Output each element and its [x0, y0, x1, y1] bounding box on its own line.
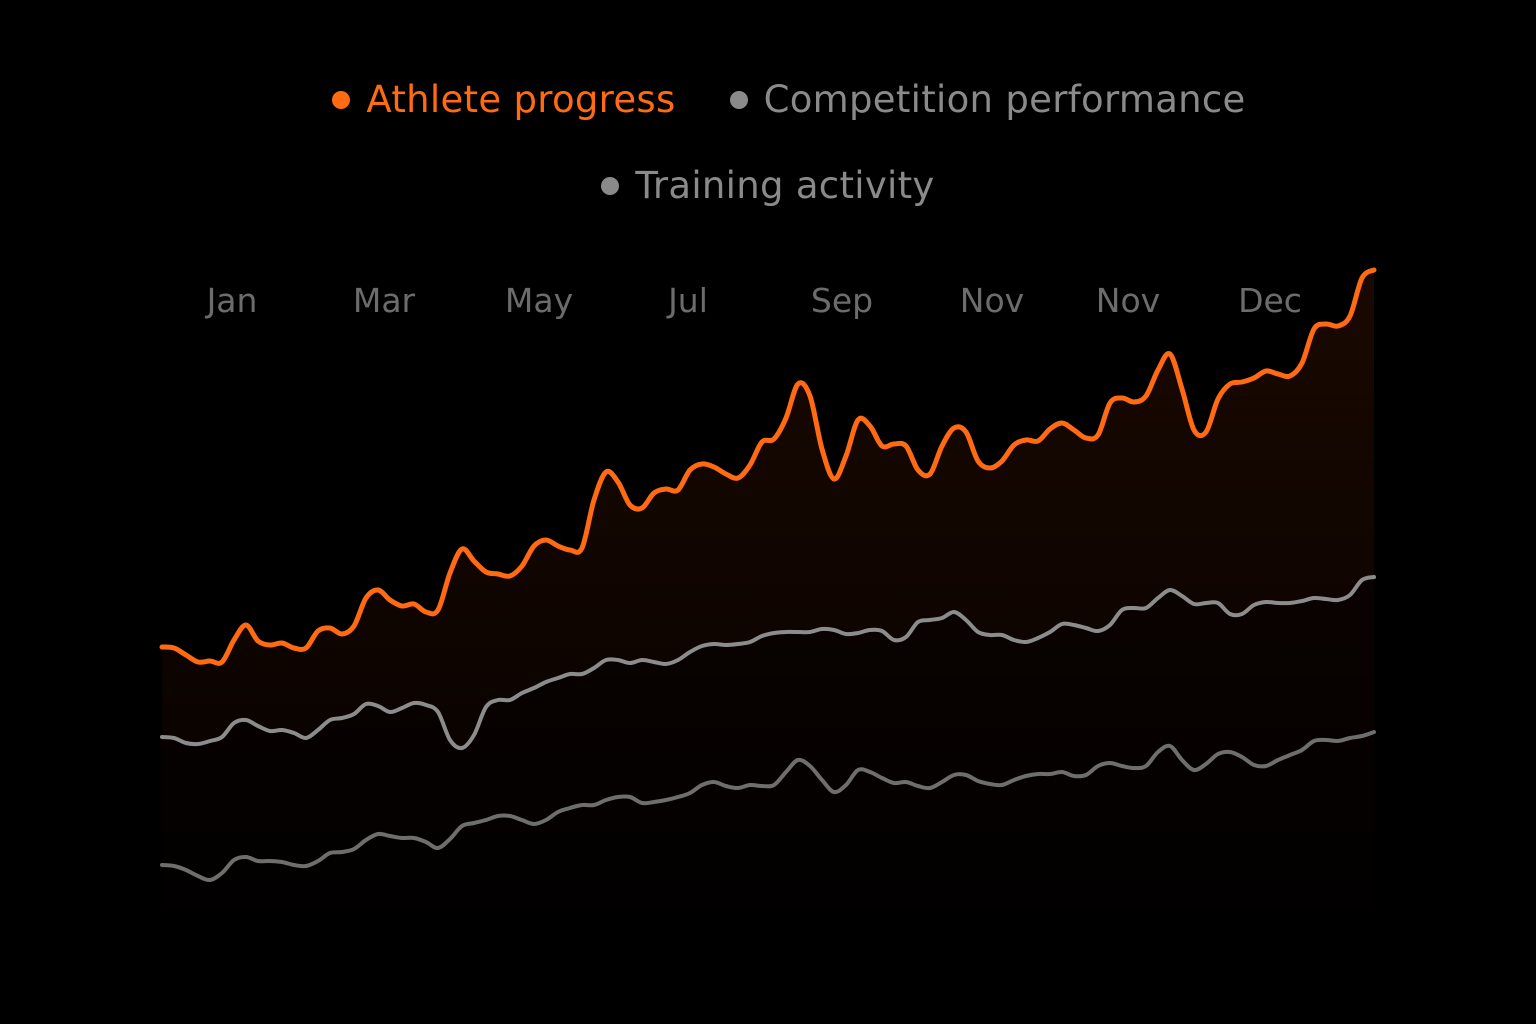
month-tick-label: Jul: [666, 281, 708, 320]
dot-icon: [332, 91, 351, 109]
legend-item-competition-performance[interactable]: Competition performance: [729, 76, 1246, 124]
competition-shadow-band: [162, 577, 1374, 1000]
legend-label: Competition performance: [763, 78, 1246, 121]
series-layer: [159, 267, 1377, 1000]
athlete-progress-line[interactable]: [159, 267, 1377, 666]
training-activity-line[interactable]: [160, 730, 1376, 883]
legend-label: Training activity: [635, 164, 935, 207]
month-tick-label: Jan: [205, 281, 258, 320]
month-tick-label: Dec: [1238, 281, 1302, 320]
month-tick-label: May: [505, 281, 573, 320]
legend-label: Athlete progress: [366, 78, 676, 121]
legend-row-2: Training activity: [0, 162, 1536, 210]
legend-item-training-activity[interactable]: Training activity: [601, 162, 934, 210]
legend-row-1: Athlete progress Competition performance: [0, 76, 1536, 124]
month-tick-label: Nov: [1096, 281, 1160, 320]
month-tick-label: Sep: [811, 281, 873, 320]
competition-performance-line[interactable]: [160, 575, 1376, 751]
month-tick-label: Nov: [960, 281, 1024, 320]
month-tick-label: Mar: [353, 281, 416, 320]
month-labels: Jan Mar May Jul Sep Nov Nov Dec: [205, 281, 1302, 320]
legend-item-athlete-progress[interactable]: Athlete progress: [332, 76, 675, 124]
dot-icon: [729, 91, 748, 109]
dot-icon: [601, 177, 620, 195]
